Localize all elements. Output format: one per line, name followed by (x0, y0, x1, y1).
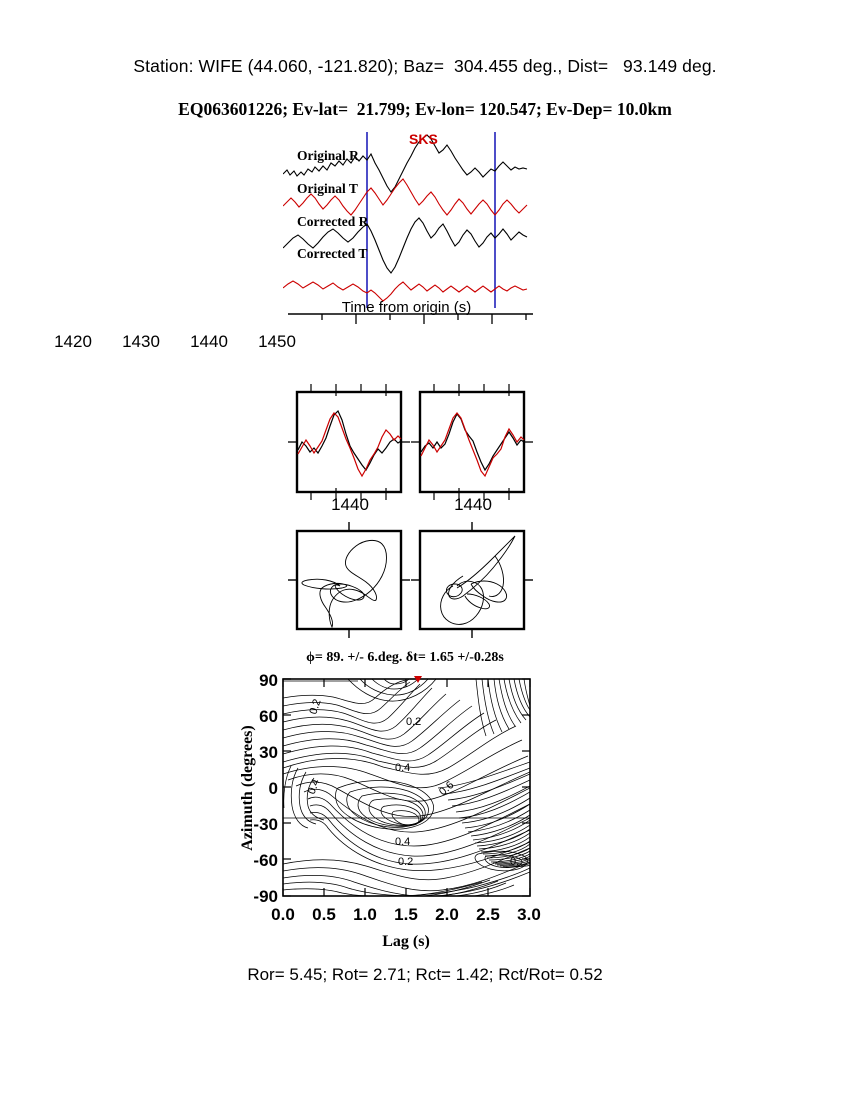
trace-corrected-r (283, 217, 528, 274)
trace-original-t (283, 178, 528, 216)
time-axis-ticks (321, 314, 527, 324)
x-tick-0-0: 0.0 (271, 905, 295, 924)
hodogram-curve-left (301, 539, 387, 629)
mini-trace-fast-left (297, 409, 402, 472)
contour-label-0: 0.2 (307, 698, 323, 716)
y-tick-30: 30 (259, 743, 278, 762)
contour-plot: 0.2 0.2 0.4 0.4 0.6 0.4 0.2 0. 90 60 30 … (238, 668, 548, 963)
hodogram-curve-right (446, 535, 516, 600)
trace-label-corrected-r: Corrected R (297, 214, 369, 229)
event-info-line: EQ063601226; Ev-lat= 21.799; Ev-lon= 120… (178, 99, 672, 119)
x-tick-2-0: 2.0 (435, 905, 459, 924)
y-tick-0: 0 (269, 779, 278, 798)
mini-ticks-bottom-right (433, 488, 510, 500)
fast-slow-panel-right (411, 382, 533, 507)
time-tick-label-1420: 1420 (54, 332, 92, 351)
mini-trace-fast-right (420, 412, 525, 472)
y-tick-60: 60 (259, 707, 278, 726)
time-axis (283, 300, 543, 360)
x-tick-2-5: 2.5 (476, 905, 500, 924)
waveform-traces: Original R Original T Corrected R Correc… (283, 131, 528, 308)
mini-box-frame-right (418, 390, 526, 494)
y-tick-90: 90 (259, 671, 278, 690)
x-tick-1-0: 1.0 (353, 905, 377, 924)
x-axis-title: Lag (s) (382, 933, 430, 950)
trace-label-original-r: Original R (297, 148, 359, 163)
fast-slow-panel-left (288, 382, 410, 507)
hodogram-panel-left (288, 522, 410, 643)
minimum-marker (414, 676, 422, 683)
mini-ticks-bottom-left (310, 488, 387, 500)
waveform-panel: Original R Original T Corrected R Correc… (283, 130, 530, 310)
contour-value-labels: 0.2 0.2 0.4 0.4 0.6 0.4 0.2 0. (306, 698, 520, 868)
y-axis-title: Azimuth (degrees) (239, 725, 256, 850)
time-axis-title: Time from origin (s) (341, 299, 472, 316)
mini-ticks-top-right (433, 384, 510, 396)
contour-plot-title: ϕ= 89. +/- 6.deg. δt= 1.65 +/-0.28s (306, 650, 504, 665)
time-tick-label-1450: 1450 (258, 332, 296, 351)
contour-label-3: 0.4 (306, 777, 323, 796)
trace-original-r (283, 134, 528, 193)
trace-corrected-t (283, 280, 528, 302)
mini-trace-slow-left (297, 412, 402, 478)
hodogram-frame-left (295, 529, 403, 631)
contour-label-6: 0.2 (398, 856, 413, 868)
x-tick-3-0: 3.0 (517, 905, 541, 924)
contour-label-2: 0.4 (395, 762, 410, 774)
trace-label-corrected-t: Corrected T (297, 246, 367, 261)
y-tick-neg60: -60 (253, 851, 278, 870)
contour-label-1: 0.2 (406, 716, 421, 728)
trace-label-original-t: Original T (297, 181, 358, 196)
mini-trace-slow-right (420, 412, 525, 478)
station-info-line: Station: WIFE (44.060, -121.820); Baz= 3… (133, 56, 717, 76)
contour-label-7: 0. (510, 856, 519, 868)
y-tick-neg90: -90 (253, 887, 278, 906)
x-tick-1-5: 1.5 (394, 905, 418, 924)
contour-lines (283, 679, 530, 896)
sks-phase-label: SKS (409, 131, 438, 147)
hodogram-panel-right (411, 522, 533, 643)
mini-axis-tick-right: 1440 (454, 495, 492, 514)
time-tick-label-1430: 1430 (122, 332, 160, 351)
mini-axis-tick-left: 1440 (331, 495, 369, 514)
mini-ticks-top-left (310, 384, 387, 396)
contour-label-4: 0.6 (437, 779, 456, 798)
mini-box-frame-left (295, 390, 403, 494)
hodogram-frame-right (418, 529, 526, 631)
quality-metrics-line: Ror= 5.45; Rot= 2.71; Rct= 1.42; Rct/Rot… (247, 965, 603, 984)
hodogram-curve-right-2 (440, 555, 508, 625)
time-tick-label-1440: 1440 (190, 332, 228, 351)
y-tick-neg30: -30 (253, 815, 278, 834)
x-tick-0-5: 0.5 (312, 905, 336, 924)
contour-label-5: 0.4 (395, 836, 410, 848)
